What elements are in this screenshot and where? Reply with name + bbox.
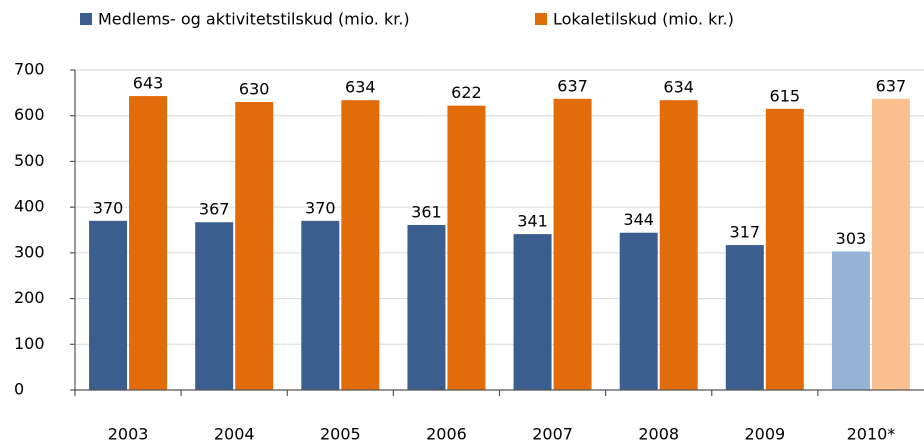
- bar: [553, 98, 592, 391]
- x-tick-label: 2007: [532, 425, 573, 442]
- data-label: 303: [836, 229, 867, 248]
- data-label: 367: [199, 200, 230, 219]
- x-tick-label: 2009: [744, 425, 785, 442]
- data-label: 634: [345, 78, 376, 97]
- data-label: 361: [411, 202, 442, 221]
- data-label: 622: [451, 83, 482, 102]
- y-tick-label: 0: [14, 380, 24, 399]
- bar: [129, 96, 168, 391]
- legend-label: Lokaletilskud (mio. kr.): [553, 10, 734, 29]
- legend-label: Medlems- og aktivitetstilskud (mio. kr.): [98, 10, 410, 29]
- legend-swatch: [535, 13, 547, 25]
- y-tick-label: 200: [14, 288, 45, 307]
- x-tick-label: 2006: [426, 425, 467, 442]
- y-tick-label: 700: [14, 60, 45, 79]
- bar: [235, 102, 274, 390]
- data-label: 634: [663, 78, 694, 97]
- bar: [831, 251, 870, 390]
- y-tick-label: 100: [14, 334, 45, 353]
- y-tick-label: 600: [14, 105, 45, 124]
- y-tick-label: 300: [14, 242, 45, 261]
- legend-swatch: [80, 13, 92, 25]
- data-label: 341: [517, 212, 548, 231]
- bar: [619, 232, 658, 390]
- data-label: 637: [557, 76, 588, 95]
- data-label: 344: [623, 210, 654, 229]
- bar: [89, 220, 128, 390]
- bar: [659, 100, 698, 391]
- data-label: 630: [239, 80, 270, 99]
- data-label: 317: [730, 223, 761, 242]
- x-tick-label: 2003: [108, 425, 149, 442]
- y-tick-label: 500: [14, 151, 45, 170]
- bar: [765, 108, 804, 390]
- x-tick-label: 2010*: [847, 425, 896, 442]
- bar: [447, 105, 486, 391]
- y-tick-label: 400: [14, 197, 45, 216]
- x-tick-label: 2008: [638, 425, 679, 442]
- x-tick-label: 2005: [320, 425, 361, 442]
- bar: [725, 245, 764, 390]
- bar: [513, 234, 552, 390]
- bar: [195, 222, 234, 390]
- bar: [301, 220, 340, 390]
- data-label: 615: [770, 86, 801, 105]
- data-label: 637: [876, 76, 907, 95]
- x-tick-label: 2004: [214, 425, 255, 442]
- data-label: 643: [133, 74, 164, 93]
- bar: [407, 224, 446, 390]
- data-label: 370: [93, 198, 124, 217]
- bar: [341, 100, 380, 391]
- bar: [871, 98, 910, 391]
- data-label: 370: [305, 198, 336, 217]
